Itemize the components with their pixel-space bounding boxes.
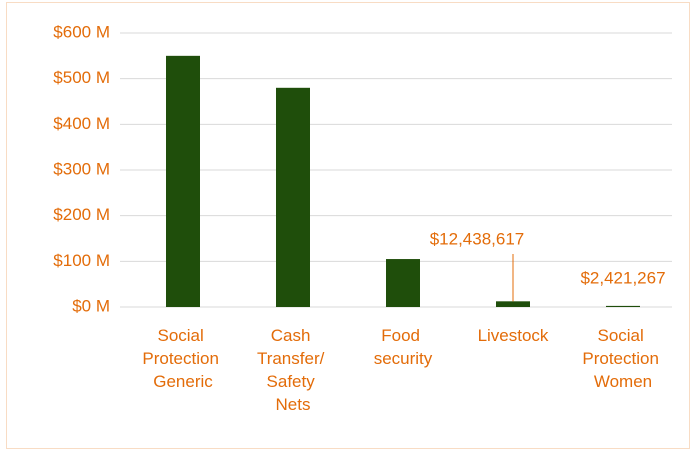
y-tick-label: $0 M — [72, 296, 110, 315]
bar — [166, 55, 200, 308]
x-tick-label: Social Protection Women — [582, 326, 663, 391]
value-label: $2,421,267 — [580, 268, 665, 287]
y-tick-label: $600 M — [53, 22, 110, 41]
y-tick-label: $300 M — [53, 159, 110, 178]
value-label: $12,438,617 — [430, 229, 525, 248]
bar — [386, 259, 420, 307]
y-tick-label: $400 M — [53, 114, 110, 133]
y-tick-label: $100 M — [53, 251, 110, 270]
bar — [496, 301, 530, 307]
y-tick-label: $500 M — [53, 68, 110, 87]
x-tick-label: Social Protection Generic — [142, 326, 223, 391]
bar — [606, 305, 640, 307]
chart-border — [6, 2, 690, 449]
x-tick-label: Cash Transfer/ Safety Nets — [257, 326, 329, 414]
x-tick-label: Livestock — [478, 326, 549, 345]
y-tick-label: $200 M — [53, 205, 110, 224]
bar — [276, 87, 310, 307]
x-tick-label: Food security — [374, 326, 433, 368]
